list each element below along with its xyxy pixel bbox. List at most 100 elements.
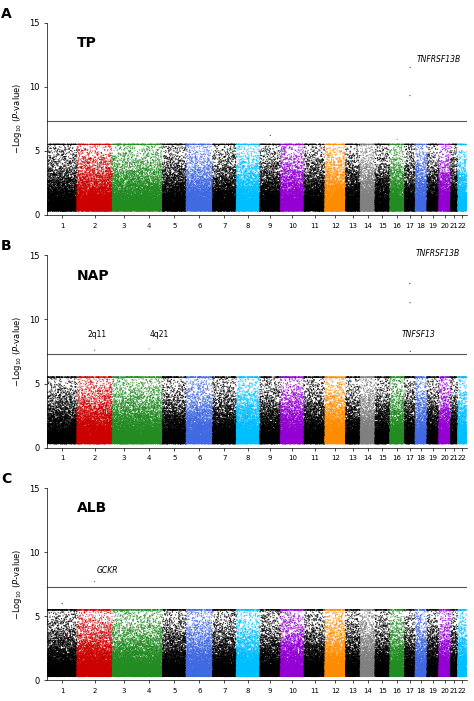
- Point: [392, 173, 400, 184]
- Point: [456, 660, 464, 672]
- Point: [189, 400, 197, 411]
- Point: [315, 669, 322, 681]
- Point: [221, 205, 228, 216]
- Point: [267, 633, 275, 644]
- Point: [288, 666, 296, 677]
- Point: [119, 418, 127, 429]
- Point: [183, 419, 191, 430]
- Point: [409, 414, 417, 426]
- Point: [335, 667, 343, 679]
- Point: [197, 664, 205, 675]
- Point: [249, 666, 256, 677]
- Point: [453, 170, 460, 181]
- Point: [255, 188, 263, 199]
- Point: [145, 198, 153, 209]
- Point: [373, 433, 380, 444]
- Point: [81, 197, 88, 208]
- Point: [204, 437, 212, 449]
- Point: [415, 139, 423, 150]
- Point: [274, 204, 282, 215]
- Point: [452, 205, 459, 216]
- Point: [230, 196, 238, 207]
- Point: [411, 435, 419, 446]
- Point: [237, 139, 245, 150]
- Point: [314, 149, 321, 160]
- Point: [448, 202, 456, 213]
- Point: [189, 171, 197, 182]
- Point: [176, 654, 184, 665]
- Point: [197, 204, 205, 215]
- Point: [250, 657, 258, 668]
- Point: [196, 431, 204, 442]
- Point: [168, 664, 175, 675]
- Point: [113, 663, 121, 674]
- Point: [218, 662, 225, 674]
- Point: [104, 661, 112, 672]
- Point: [60, 172, 67, 183]
- Point: [339, 429, 347, 440]
- Point: [343, 636, 351, 647]
- Point: [353, 633, 360, 644]
- Point: [140, 660, 148, 671]
- Point: [190, 665, 198, 676]
- Point: [425, 425, 432, 436]
- Point: [74, 438, 82, 449]
- Point: [420, 400, 428, 411]
- Point: [199, 186, 206, 197]
- Point: [223, 644, 230, 655]
- Point: [329, 659, 337, 670]
- Point: [54, 191, 61, 202]
- Point: [350, 194, 358, 205]
- Point: [173, 190, 181, 201]
- Point: [205, 197, 213, 208]
- Point: [76, 437, 83, 449]
- Point: [303, 189, 310, 200]
- Point: [200, 204, 208, 215]
- Point: [129, 656, 137, 667]
- Point: [82, 198, 89, 210]
- Point: [196, 410, 204, 421]
- Point: [351, 192, 358, 203]
- Point: [142, 668, 150, 679]
- Point: [435, 154, 442, 165]
- Point: [364, 196, 372, 207]
- Point: [448, 438, 456, 449]
- Point: [96, 383, 104, 395]
- Point: [335, 192, 343, 203]
- Point: [120, 608, 128, 620]
- Point: [374, 200, 381, 212]
- Point: [108, 644, 116, 655]
- Point: [420, 435, 428, 447]
- Point: [255, 187, 263, 198]
- Point: [285, 390, 292, 401]
- Point: [374, 646, 381, 657]
- Point: [303, 190, 311, 201]
- Point: [376, 428, 384, 440]
- Point: [243, 203, 250, 215]
- Point: [237, 194, 244, 205]
- Point: [114, 372, 121, 383]
- Point: [329, 196, 337, 207]
- Point: [258, 203, 266, 215]
- Point: [191, 407, 198, 418]
- Point: [237, 177, 244, 188]
- Point: [44, 191, 52, 202]
- Point: [291, 659, 299, 670]
- Point: [301, 184, 308, 196]
- Point: [281, 407, 288, 418]
- Point: [411, 421, 419, 432]
- Point: [94, 628, 102, 639]
- Point: [389, 407, 397, 418]
- Point: [410, 408, 418, 419]
- Point: [173, 395, 181, 407]
- Point: [46, 628, 53, 639]
- Point: [420, 430, 428, 441]
- Point: [150, 660, 157, 671]
- Point: [285, 192, 293, 203]
- Point: [81, 172, 88, 184]
- Point: [227, 196, 234, 207]
- Point: [104, 172, 111, 183]
- Point: [221, 648, 229, 660]
- Point: [185, 179, 193, 190]
- Point: [48, 189, 55, 200]
